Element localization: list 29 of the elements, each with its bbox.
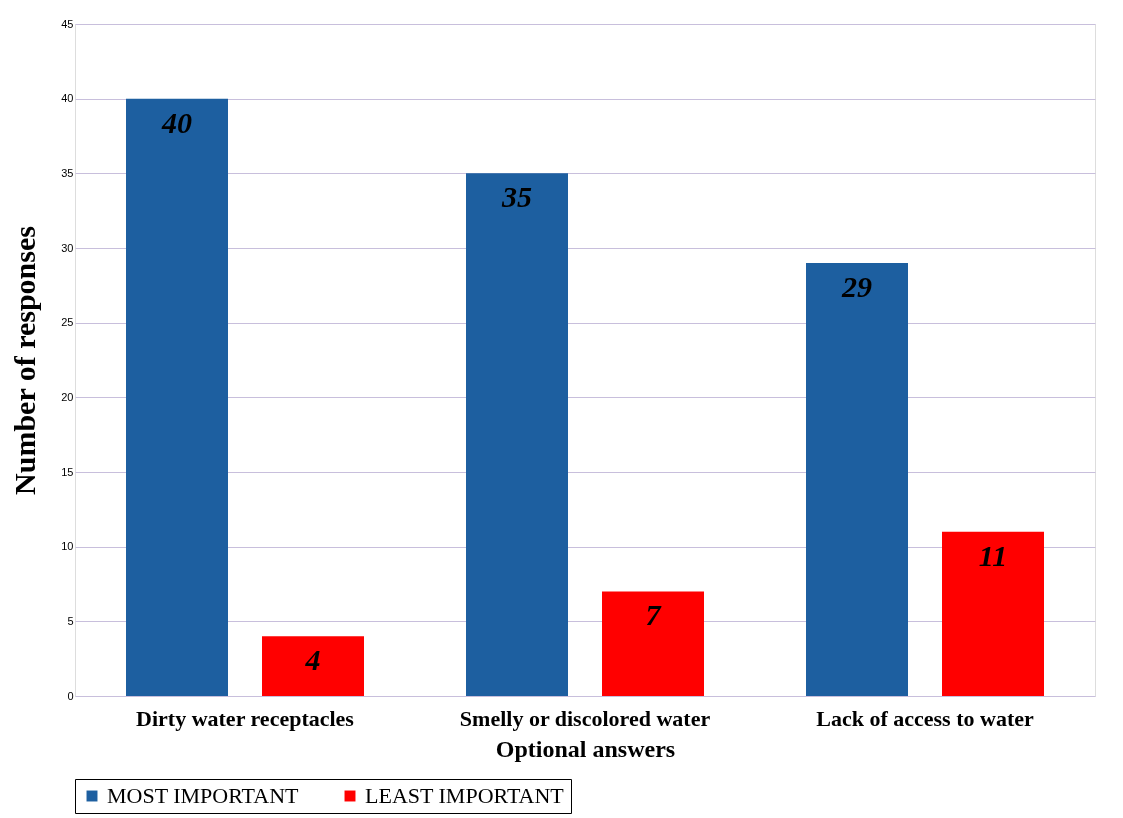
legend-label: LEAST IMPORTANT (365, 783, 565, 808)
data-label: 7 (645, 598, 662, 632)
y-tick-label: 10 (61, 540, 74, 553)
bar (466, 173, 568, 696)
y-tick-label: 0 (67, 689, 74, 702)
bar (126, 98, 228, 696)
bar (806, 262, 908, 696)
data-label: 29 (841, 269, 872, 303)
data-label: 11 (978, 538, 1008, 572)
bar (262, 636, 364, 696)
y-tick-label: 30 (61, 241, 74, 254)
x-tick-label: Dirty water receptacles (136, 705, 355, 731)
y-tick-label: 40 (61, 92, 74, 105)
data-label: 35 (501, 180, 532, 214)
y-tick-label: 15 (61, 465, 74, 478)
bar (602, 591, 704, 696)
legend-label: MOST IMPORTANT (107, 783, 300, 808)
y-tick-label: 35 (61, 166, 74, 179)
x-tick-label: Smelly or discolored water (459, 705, 711, 731)
data-label: 40 (161, 105, 192, 139)
bar (942, 531, 1044, 696)
y-axis-title: Number of responses (8, 226, 42, 495)
y-tick-label: 20 (61, 390, 74, 403)
x-tick-label: Lack of access to water (816, 705, 1034, 731)
x-axis-title: Optional answers (495, 735, 676, 762)
data-label: 4 (304, 643, 321, 677)
y-tick-label: 5 (67, 614, 74, 627)
y-tick-label: 25 (61, 316, 74, 329)
y-tick-label: 45 (61, 17, 74, 30)
